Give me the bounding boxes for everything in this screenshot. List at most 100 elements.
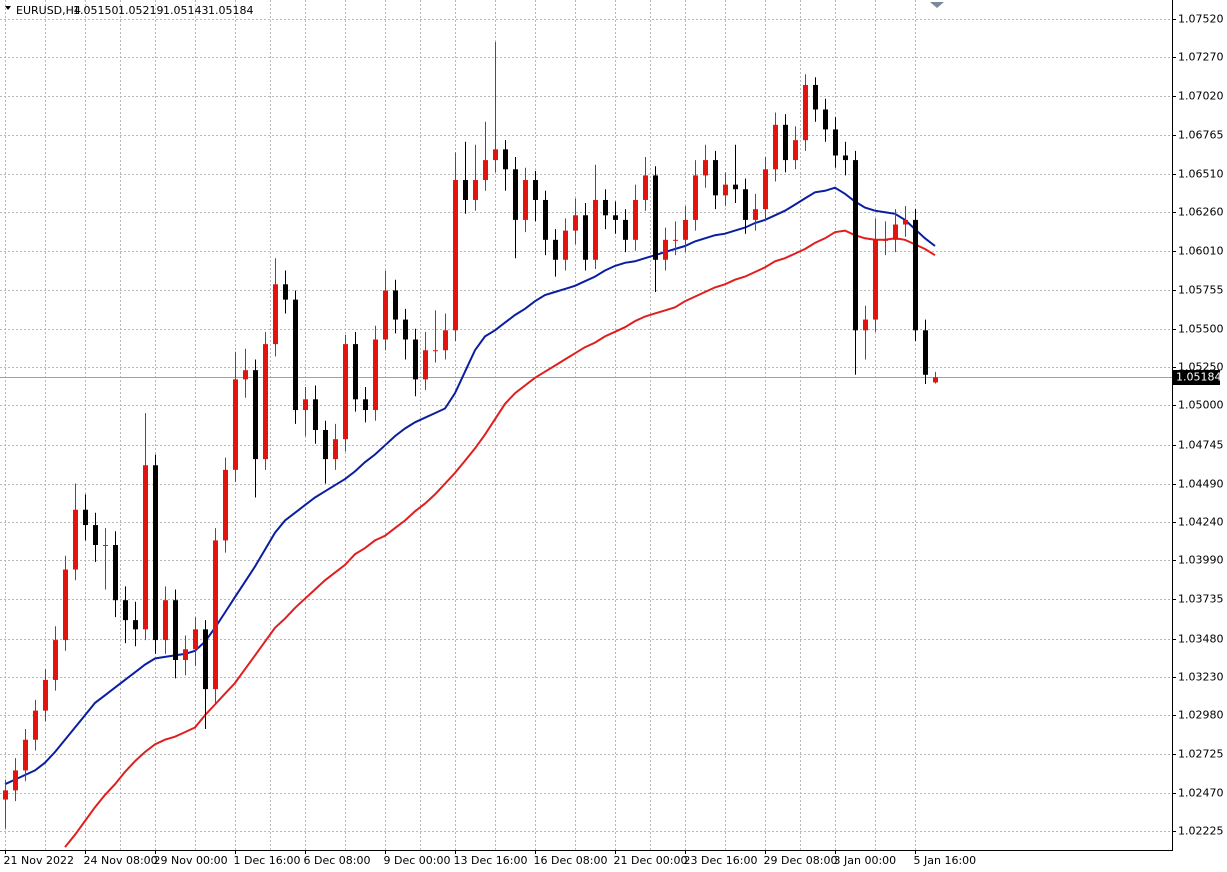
candle-body [853, 160, 858, 331]
candle-body [253, 370, 258, 460]
shift-marker[interactable] [930, 2, 944, 8]
candle-body [603, 199, 608, 216]
candle-body [83, 509, 88, 526]
candle-body [933, 377, 938, 383]
plot-area [0, 42, 1172, 848]
candle-body [873, 239, 878, 320]
candle-body [513, 169, 518, 220]
candle-body [883, 239, 888, 241]
y-tick-label: 1.03735 [1178, 593, 1224, 606]
candle-body [783, 124, 788, 161]
candle-body [843, 155, 848, 161]
y-tick-label: 1.05000 [1178, 399, 1224, 412]
candle-body [643, 175, 648, 200]
candle-body [383, 290, 388, 340]
candle-body [263, 344, 268, 460]
candle-body [443, 330, 448, 351]
candle-body [753, 209, 758, 220]
candle-body [833, 129, 838, 156]
candle-body [313, 399, 318, 430]
candle-body [793, 140, 798, 161]
candle-body [3, 790, 8, 800]
y-tick-label: 1.03990 [1178, 554, 1224, 567]
candle-body [403, 319, 408, 340]
y-tick-label: 1.02470 [1178, 787, 1224, 800]
x-tick-label: 21 Dec 00:00 [614, 854, 688, 867]
candle-body [593, 199, 598, 260]
y-tick-label: 1.04745 [1178, 439, 1224, 452]
ohlc-label: 1.05219 [118, 4, 164, 17]
symbol-title: EURUSD,H4 [16, 4, 81, 17]
y-tick-label: 1.07520 [1178, 13, 1224, 26]
candle-body [683, 219, 688, 240]
y-tick-label: 1.02225 [1178, 825, 1224, 838]
candle-body [53, 640, 58, 680]
candle-body [503, 149, 508, 170]
candle-body [213, 540, 218, 690]
candle-body [73, 509, 78, 570]
candle-body [623, 219, 628, 240]
x-tick-label: 23 Dec 16:00 [684, 854, 758, 867]
y-tick-label: 1.06510 [1178, 168, 1224, 181]
y-tick-label: 1.03230 [1178, 671, 1224, 684]
candle-body [243, 370, 248, 380]
candle-body [303, 399, 308, 411]
x-tick-label: 29 Dec 08:00 [764, 854, 838, 867]
candle-body [553, 239, 558, 260]
candle-body [173, 600, 178, 661]
y-tick-label: 1.06765 [1178, 129, 1224, 142]
candle-body [863, 319, 868, 331]
candle-body [483, 160, 488, 181]
y-tick-label: 1.07270 [1178, 51, 1224, 64]
menu-triangle[interactable] [5, 6, 11, 10]
x-tick-label: 29 Nov 00:00 [154, 854, 228, 867]
y-tick-label: 1.02980 [1178, 709, 1224, 722]
candle-body [723, 184, 728, 196]
candle-body [823, 109, 828, 130]
candle-body [533, 180, 538, 200]
candle-body [413, 339, 418, 380]
candle-body [283, 284, 288, 300]
candle-body [493, 149, 498, 161]
y-tick-label: 1.03480 [1178, 633, 1224, 646]
candle-body [233, 379, 238, 470]
candle-body [423, 350, 428, 380]
candle-body [813, 84, 818, 110]
ohlc-label: 1.05184 [208, 4, 254, 17]
x-tick-label: 24 Nov 08:00 [84, 854, 158, 867]
candle-body [323, 429, 328, 460]
x-tick-label: 21 Nov 2022 [4, 854, 74, 867]
candle-body [153, 465, 158, 641]
candle-body [373, 339, 378, 411]
x-tick-label: 3 Jan 00:00 [834, 854, 897, 867]
candle-body [23, 739, 28, 771]
candle-body [183, 649, 188, 661]
candle-body [663, 239, 668, 260]
y-tick-label: 1.05755 [1178, 284, 1224, 297]
candle-body [543, 199, 548, 240]
candle-body [763, 169, 768, 210]
x-tick-label: 9 Dec 00:00 [384, 854, 451, 867]
candle-body [743, 189, 748, 220]
candle-body [903, 219, 908, 225]
candle-body [893, 224, 898, 240]
candle-body [293, 299, 298, 411]
candle-body [193, 629, 198, 650]
candle-body [693, 175, 698, 220]
y-tick-label: 1.04490 [1178, 478, 1224, 491]
x-tick-label: 5 Jan 16:00 [914, 854, 977, 867]
candle-body [923, 330, 928, 375]
candle-body [113, 544, 118, 601]
candle-body [133, 620, 138, 630]
y-tick-label: 1.06260 [1178, 206, 1224, 219]
candle-body [613, 215, 618, 220]
candle-body [343, 344, 348, 440]
y-tick-label: 1.04240 [1178, 516, 1224, 529]
moving-average-line [4, 186, 936, 786]
candle-body [463, 180, 468, 200]
x-tick-label: 1 Dec 16:00 [234, 854, 301, 867]
candle-body [563, 230, 568, 260]
